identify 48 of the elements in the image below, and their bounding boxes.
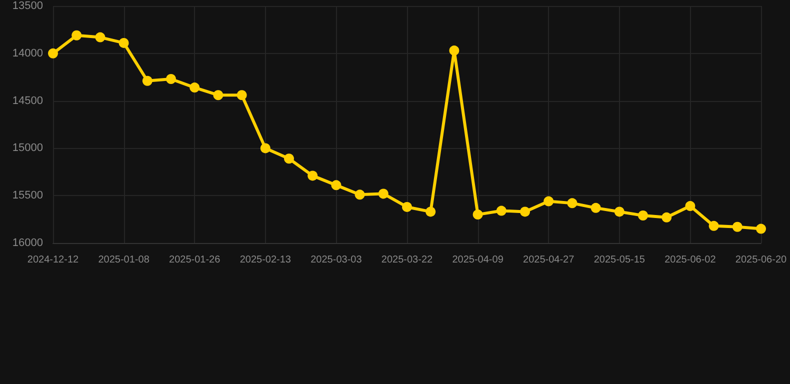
point bbox=[72, 30, 82, 40]
point bbox=[662, 212, 672, 222]
x-tick-label: 2025-06-02 bbox=[664, 254, 716, 266]
point bbox=[331, 180, 342, 190]
point bbox=[213, 90, 224, 100]
point bbox=[95, 32, 106, 42]
x-tick-label: 2025-05-15 bbox=[594, 254, 646, 266]
point bbox=[732, 222, 742, 232]
point bbox=[472, 210, 483, 220]
point bbox=[520, 206, 530, 217]
x-tick-label: 2025-02-13 bbox=[240, 254, 292, 266]
point bbox=[614, 206, 624, 217]
point bbox=[567, 198, 578, 208]
point bbox=[260, 143, 270, 154]
x-tick-label: 2025-01-26 bbox=[169, 254, 221, 266]
point bbox=[142, 76, 152, 86]
point bbox=[708, 220, 719, 231]
point bbox=[426, 206, 436, 217]
point bbox=[308, 170, 318, 181]
x-tick-label: 2025-03-03 bbox=[310, 254, 362, 266]
y-tick-label: 14500 bbox=[12, 94, 43, 107]
y-tick-label: 13500 bbox=[12, 0, 43, 12]
y-tick-label: 15500 bbox=[12, 190, 43, 202]
point bbox=[166, 74, 176, 84]
point bbox=[354, 190, 365, 200]
y-tick-label: 14000 bbox=[12, 47, 43, 60]
point bbox=[449, 46, 460, 56]
point bbox=[685, 201, 696, 212]
y-tick-label: 15000 bbox=[12, 142, 43, 154]
x-tick-label: 2025-04-09 bbox=[452, 254, 504, 266]
point bbox=[638, 210, 648, 221]
point bbox=[236, 90, 247, 100]
point bbox=[190, 82, 200, 93]
point bbox=[590, 202, 601, 213]
y-tick-label: 16000 bbox=[12, 237, 43, 249]
point bbox=[402, 202, 412, 212]
x-tick-label: 2024-12-12 bbox=[27, 254, 80, 266]
point bbox=[284, 154, 294, 164]
x-tick-label: 2025-01-08 bbox=[98, 254, 150, 266]
point bbox=[496, 206, 506, 216]
x-tick-label: 2025-03-22 bbox=[381, 254, 434, 266]
point bbox=[378, 188, 388, 199]
point bbox=[756, 224, 766, 234]
x-tick-label: 2025-04-27 bbox=[523, 254, 575, 266]
x-tick-label: 2025-06-20 bbox=[735, 254, 788, 266]
point bbox=[48, 48, 58, 58]
point bbox=[118, 38, 129, 48]
point bbox=[544, 196, 554, 206]
